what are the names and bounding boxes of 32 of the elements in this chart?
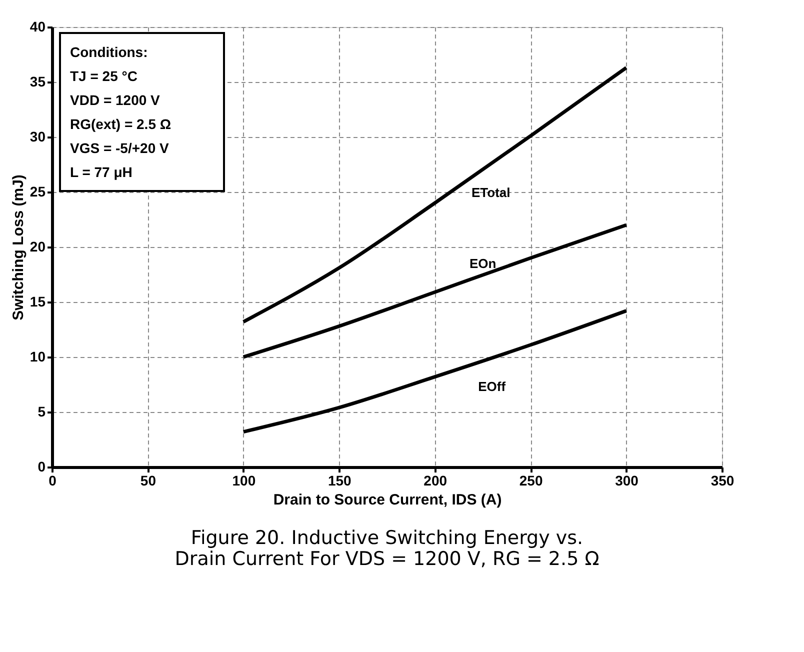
- y-tick-label: 35: [30, 74, 46, 90]
- line-series: [242, 309, 628, 434]
- x-tick-label: 0: [48, 472, 57, 488]
- x-tick-label: 250: [519, 472, 543, 488]
- annotation: L = 77 μH: [70, 164, 132, 180]
- x-tick-label: 100: [232, 472, 256, 488]
- annotation: VDD = 1200 V: [70, 92, 161, 108]
- line-series: [242, 223, 628, 359]
- annotation: TJ = 25 °C: [70, 68, 138, 84]
- x-tick-label: 50: [140, 472, 156, 488]
- y-tick-label: 40: [30, 18, 46, 34]
- x-tick-label: 350: [710, 472, 734, 488]
- y-tick-label: 20: [30, 238, 46, 254]
- series-label: EOff: [478, 378, 506, 394]
- series-label: ETotal: [471, 185, 510, 200]
- y-axis-title: Switching Loss (mJ): [10, 174, 27, 320]
- x-tick-label: 150: [328, 472, 352, 488]
- series-label: EOn: [469, 256, 496, 272]
- y-tick-label: 10: [30, 348, 46, 364]
- line-series: [242, 66, 628, 324]
- y-tick-label: 30: [30, 128, 46, 144]
- annotation: RG(ext) = 2.5 Ω: [70, 116, 172, 132]
- y-tick-label: 25: [30, 184, 46, 200]
- x-tick-label: 200: [424, 472, 448, 488]
- x-axis-title: Drain to Source Current, IDS (A): [273, 492, 502, 508]
- annotation: Conditions:: [70, 44, 148, 60]
- y-tick-label: 0: [38, 458, 46, 474]
- y-tick-label: 15: [30, 294, 46, 310]
- annotation: VGS = -5/+20 V: [70, 140, 170, 156]
- text: Figure 20. Inductive Switching Energy vs. Drain Current For VDS = 1200 V, RG = 2.5 Ω: [174, 527, 600, 570]
- y-tick-label: 5: [38, 404, 46, 420]
- x-tick-label: 300: [615, 472, 639, 488]
